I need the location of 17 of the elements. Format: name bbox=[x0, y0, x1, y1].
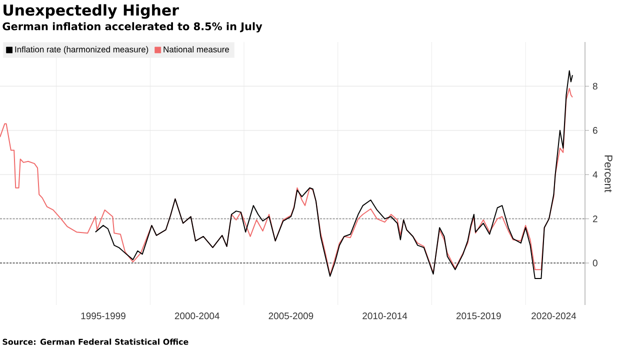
legend-label: Inflation rate (harmonized measure) bbox=[15, 46, 148, 54]
chart-subtitle: German inflation accelerated to 8.5% in July bbox=[2, 22, 262, 32]
x-tick-label: 2005-2009 bbox=[268, 312, 314, 320]
legend-label: National measure bbox=[164, 46, 229, 52]
y-tick-label: 0 bbox=[592, 260, 598, 266]
x-tick-label: 2010-2014 bbox=[362, 312, 408, 320]
y-tick-label: 6 bbox=[593, 127, 598, 134]
y-tick-label: 2 bbox=[592, 216, 598, 222]
y-axis-title: Percent bbox=[604, 156, 612, 192]
y-tick-label: 8 bbox=[592, 82, 598, 90]
x-tick-label: 2020-2024 bbox=[532, 312, 576, 320]
x-tick-label: 2000-2004 bbox=[174, 312, 220, 320]
y-tick-label: 4 bbox=[592, 171, 598, 178]
line-series bbox=[94, 70, 573, 279]
chart-title: Unexpectedly Higher bbox=[4, 4, 179, 19]
x-tick-label: 1995-1999 bbox=[81, 312, 126, 320]
x-tick-label: 2015-2019 bbox=[456, 312, 501, 320]
